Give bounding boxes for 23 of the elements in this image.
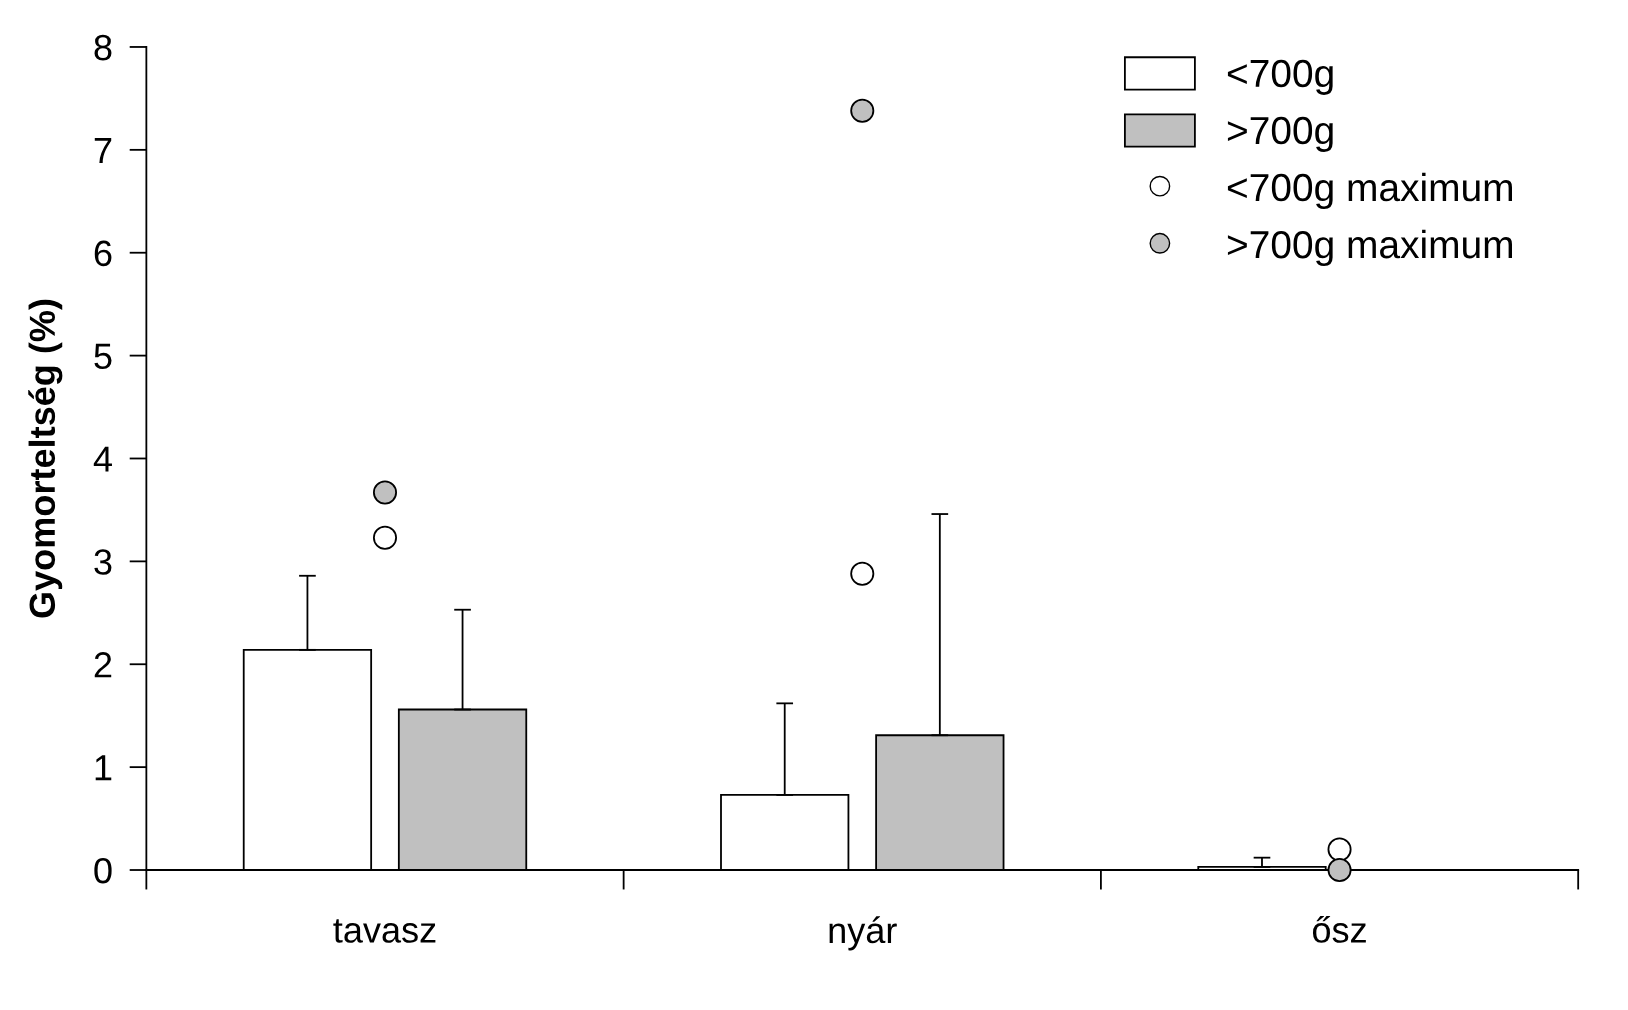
y-tick-label: 3	[94, 549, 112, 575]
point	[1327, 837, 1352, 862]
y-tick-label: 1	[95, 755, 112, 781]
legend-label: <700g	[1227, 59, 1333, 95]
x-tick-label: nyár	[829, 916, 897, 951]
point	[372, 480, 398, 505]
y-tick-label: 2	[94, 652, 112, 678]
point	[372, 525, 398, 550]
y-axis-title: Gyomorteltség (%)	[28, 299, 63, 618]
legend-label: >700g maximum	[1227, 229, 1512, 267]
y-tick-label: 0	[94, 857, 112, 884]
y-tick-label: 6	[94, 240, 112, 267]
point	[1327, 857, 1352, 883]
legend-label: >700g	[1227, 116, 1333, 152]
y-tick-label: 5	[94, 343, 112, 370]
point	[850, 98, 875, 123]
x-tick-label: tavasz	[333, 919, 436, 943]
point	[850, 561, 875, 586]
y-tick-label: 7	[94, 138, 112, 163]
legend-label: <700g maximum	[1227, 172, 1512, 210]
y-tick-label: 8	[94, 34, 112, 61]
x-tick-label: ősz	[1312, 915, 1366, 943]
y-tick-label: 4	[93, 446, 112, 472]
